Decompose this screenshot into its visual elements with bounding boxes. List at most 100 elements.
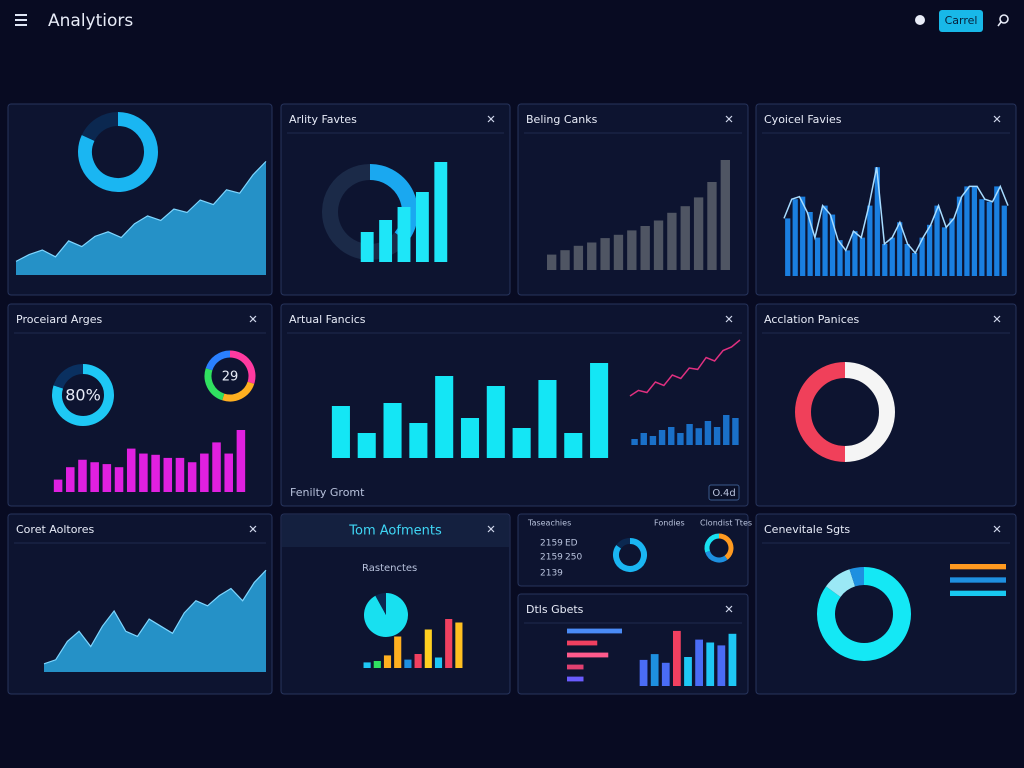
panel-text: Fondies (654, 519, 685, 528)
close-icon (725, 315, 733, 323)
search-icon[interactable] (997, 14, 1009, 27)
panel-text: Clondist Ttes (700, 519, 752, 528)
donut-segment (229, 350, 256, 384)
close-button[interactable] (993, 115, 1001, 123)
bar (859, 237, 866, 276)
bar (686, 424, 693, 445)
bar (139, 453, 148, 492)
donut-segment (81, 112, 119, 142)
donut-segment (844, 362, 895, 462)
bar (567, 640, 598, 646)
bar (560, 250, 570, 270)
bar (373, 661, 381, 668)
bar (640, 433, 647, 445)
bar (867, 205, 873, 276)
bar (822, 205, 828, 276)
bar (650, 654, 659, 686)
donut-segment (204, 368, 225, 401)
panel (280, 303, 749, 507)
bar (414, 654, 422, 668)
bar (538, 380, 557, 458)
bar (713, 427, 721, 445)
line (629, 339, 741, 397)
close-button[interactable] (725, 115, 733, 123)
bar (486, 386, 505, 458)
bar (897, 222, 903, 276)
bar (792, 199, 798, 276)
panel (517, 513, 749, 587)
bar (950, 577, 1006, 583)
close-icon (725, 115, 733, 123)
bar (707, 182, 717, 270)
bar (434, 657, 443, 668)
close-button[interactable] (487, 115, 495, 123)
bar (950, 564, 1006, 570)
bar (882, 244, 888, 276)
bar (956, 196, 963, 276)
close-button[interactable] (487, 525, 495, 533)
donut-segment (718, 533, 734, 560)
donut-segment (613, 538, 647, 572)
panel-text: 2159 (540, 539, 563, 549)
bar (986, 201, 992, 276)
bar (677, 433, 684, 445)
header-button-label: Carrel (945, 14, 978, 27)
bar (1001, 205, 1007, 276)
close-icon (487, 115, 495, 123)
header-button[interactable] (939, 10, 983, 32)
bar (706, 642, 715, 686)
bar (567, 652, 609, 658)
panel-text: O.4d (712, 488, 735, 499)
panel-header (282, 515, 509, 547)
donut-label: 29 (222, 370, 239, 385)
bar (919, 237, 925, 276)
panel-title: Acclation Panices (764, 313, 860, 326)
bar (53, 479, 63, 492)
close-icon (249, 315, 257, 323)
donut-segment (705, 550, 728, 563)
bar (78, 459, 87, 492)
close-button[interactable] (725, 605, 733, 613)
bar (926, 224, 933, 276)
donut-segment (825, 569, 856, 598)
bar (904, 244, 910, 276)
bar (383, 403, 402, 458)
menu-icon[interactable] (15, 14, 27, 26)
bar (950, 590, 1006, 596)
panel-title: Beling Canks (526, 113, 598, 126)
bar (717, 645, 726, 686)
app-title: Analytiors (48, 11, 133, 31)
bar (723, 415, 730, 445)
bar (66, 467, 75, 492)
close-icon (725, 605, 733, 613)
close-button[interactable] (725, 315, 733, 323)
bar (658, 430, 666, 445)
bar (807, 212, 813, 276)
bar (200, 453, 209, 492)
bar (613, 234, 624, 270)
close-button[interactable] (249, 525, 257, 533)
panel-title: Tom Aofments (348, 524, 442, 539)
bar (600, 238, 610, 270)
close-button[interactable] (993, 315, 1001, 323)
area-line (15, 160, 267, 262)
panel-text: Taseachies (527, 519, 571, 528)
close-button[interactable] (249, 315, 257, 323)
panel-title: Cyoicel Favies (764, 113, 842, 126)
panel-text: Rastenctes (362, 563, 417, 574)
bar (435, 376, 454, 458)
bar (979, 199, 985, 276)
donut-segment (78, 112, 158, 192)
bar (126, 448, 136, 492)
bar (547, 254, 557, 270)
panel-title: Cenevitale Sgts (764, 523, 850, 536)
donut-label: 80% (65, 386, 101, 405)
panel-button[interactable] (708, 484, 740, 501)
bar (379, 220, 393, 262)
close-icon (249, 525, 257, 533)
settings-icon[interactable] (915, 15, 925, 25)
bar (695, 428, 702, 445)
close-button[interactable] (993, 525, 1001, 533)
area (44, 570, 266, 672)
bar (567, 628, 622, 634)
